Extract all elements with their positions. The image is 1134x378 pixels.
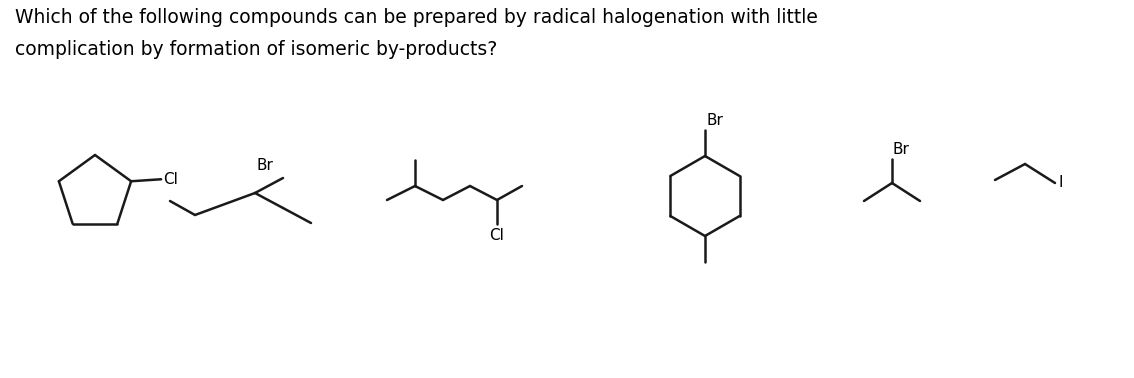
Text: Br: Br [706,113,722,128]
Text: Br: Br [257,158,274,173]
Text: Cl: Cl [490,228,505,243]
Text: Which of the following compounds can be prepared by radical halogenation with li: Which of the following compounds can be … [15,8,818,27]
Text: complication by formation of isomeric by-products?: complication by formation of isomeric by… [15,40,497,59]
Text: Cl: Cl [163,172,178,187]
Text: I: I [1058,175,1063,191]
Text: Br: Br [892,142,909,157]
